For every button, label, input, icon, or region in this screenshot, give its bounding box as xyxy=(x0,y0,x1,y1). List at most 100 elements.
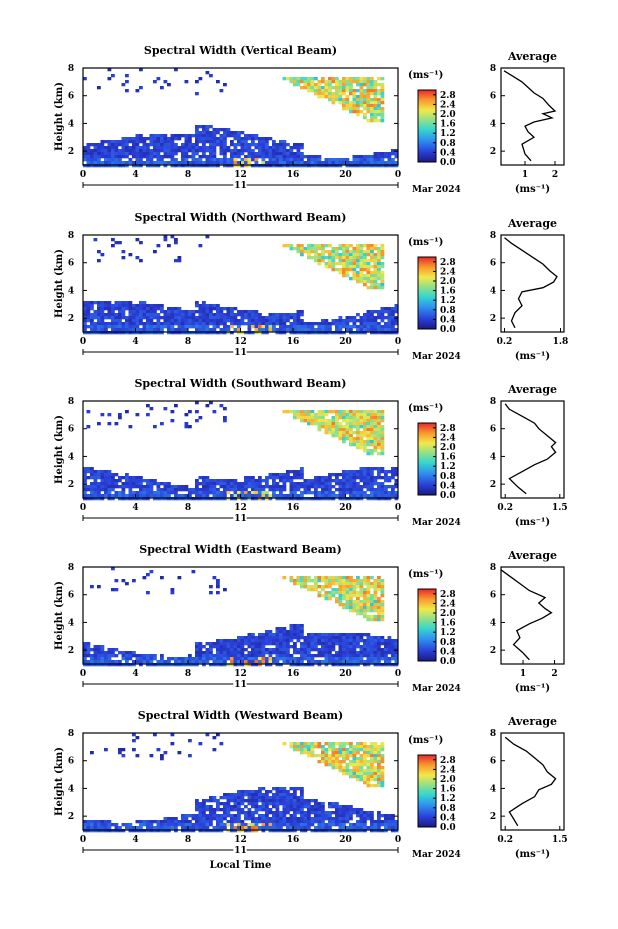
heatmap-cell xyxy=(272,476,276,480)
heatmap-cell xyxy=(191,823,196,827)
heatmap-cell xyxy=(296,811,301,815)
heatmap-cell xyxy=(380,491,385,495)
heatmap-cell xyxy=(310,585,315,589)
heatmap-cell xyxy=(314,826,318,830)
heatmap-cell xyxy=(219,657,224,661)
heatmap-cell xyxy=(212,331,217,335)
heatmap-cell xyxy=(104,473,108,477)
heatmap-cell xyxy=(142,657,147,661)
heatmap-cell xyxy=(377,250,381,254)
heatmap-cell xyxy=(261,485,266,489)
heatmap-cell xyxy=(261,817,266,821)
heatmap-cell xyxy=(282,313,287,317)
heatmap-cell xyxy=(356,413,360,417)
heatmap-cell xyxy=(300,331,304,335)
heatmap-cell xyxy=(377,286,381,290)
heatmap-cell xyxy=(156,748,161,752)
heatmap-cell xyxy=(366,83,371,87)
heatmap-cell xyxy=(363,609,367,613)
heatmap-cell xyxy=(160,304,164,308)
heatmap-cell xyxy=(338,98,343,102)
heatmap-cell xyxy=(317,802,322,806)
heatmap-cell xyxy=(335,86,339,90)
heatmap-cell xyxy=(167,485,171,489)
heatmap-cell xyxy=(198,654,203,658)
heatmap-cell xyxy=(212,161,217,165)
heatmap-cell xyxy=(335,77,339,81)
heatmap-cell xyxy=(356,654,360,658)
colorbar-tick-label: 0.8 xyxy=(440,306,456,316)
heatmap-cell xyxy=(272,793,276,797)
heatmap-cell xyxy=(356,660,360,664)
heatmap-cell xyxy=(223,128,227,132)
heatmap-cell xyxy=(198,808,203,812)
heatmap-cell xyxy=(331,763,336,767)
heatmap-cell xyxy=(282,787,287,791)
heatmap-cell xyxy=(352,316,357,320)
heatmap-cell xyxy=(216,820,220,824)
heatmap-cell xyxy=(219,316,224,320)
heatmap-cell xyxy=(170,325,175,329)
heatmap-cell xyxy=(254,636,259,640)
heatmap-cell xyxy=(370,250,374,254)
heatmap-cell xyxy=(331,95,336,99)
heatmap-cell xyxy=(289,654,294,658)
heatmap-cell xyxy=(342,485,346,489)
heatmap-cell xyxy=(104,479,108,483)
heatmap-cell xyxy=(317,485,322,489)
heatmap-cell xyxy=(216,307,220,311)
heatmap-cell xyxy=(167,482,171,486)
heatmap-cell xyxy=(226,829,231,833)
heatmap-cell xyxy=(380,155,385,159)
heatmap-cell xyxy=(377,772,381,776)
heatmap-cell xyxy=(142,322,147,326)
heatmap-cell xyxy=(223,328,227,332)
heatmap-cell xyxy=(338,485,343,489)
heatmap-cell xyxy=(394,651,399,655)
heatmap-cell xyxy=(202,164,206,168)
heatmap-cell xyxy=(286,654,290,658)
heatmap-cell xyxy=(352,271,357,275)
heatmap-cell xyxy=(387,158,392,162)
heatmap-cell xyxy=(387,648,392,652)
heatmap-cell xyxy=(209,485,213,489)
heatmap-cell xyxy=(184,134,189,138)
heatmap-cell xyxy=(359,446,364,450)
heatmap-cell xyxy=(328,657,332,661)
heatmap-cell xyxy=(237,799,241,803)
heatmap-cell xyxy=(202,482,206,486)
heatmap-cell xyxy=(216,823,220,827)
heatmap-cell xyxy=(100,476,105,480)
heatmap-cell xyxy=(366,826,371,830)
heatmap-cell xyxy=(237,331,241,335)
heatmap-cell xyxy=(286,143,290,147)
heatmap-cell xyxy=(328,651,332,655)
heatmap-cell xyxy=(300,416,304,420)
heatmap-cell xyxy=(387,642,392,646)
heatmap-cell xyxy=(363,582,367,586)
heatmap-cell xyxy=(237,648,241,652)
heatmap-cell xyxy=(296,416,301,420)
heatmap-cell xyxy=(293,796,297,800)
heatmap-cell xyxy=(310,155,315,159)
heatmap-cell xyxy=(251,494,255,498)
heatmap-cell xyxy=(342,491,346,495)
heatmap-cell xyxy=(293,799,297,803)
heatmap-cell xyxy=(230,639,234,643)
heatmap-cell xyxy=(314,494,318,498)
heatmap-cell xyxy=(335,751,339,755)
heatmap-cell xyxy=(198,137,203,141)
heatmap-cell xyxy=(359,657,364,661)
heatmap-cell xyxy=(373,158,378,162)
heatmap-cell xyxy=(279,654,283,658)
heatmap-cell xyxy=(275,651,280,655)
heatmap-cell xyxy=(90,301,94,305)
heatmap-cell xyxy=(321,319,325,323)
heatmap-cell xyxy=(272,473,276,477)
colorbar-tick-label: 0.8 xyxy=(440,638,456,648)
heatmap-cell xyxy=(363,654,367,658)
heatmap-cell xyxy=(191,325,196,329)
heatmap-cell xyxy=(132,313,136,317)
heatmap-cell xyxy=(191,570,196,574)
heatmap-cell xyxy=(258,787,262,791)
